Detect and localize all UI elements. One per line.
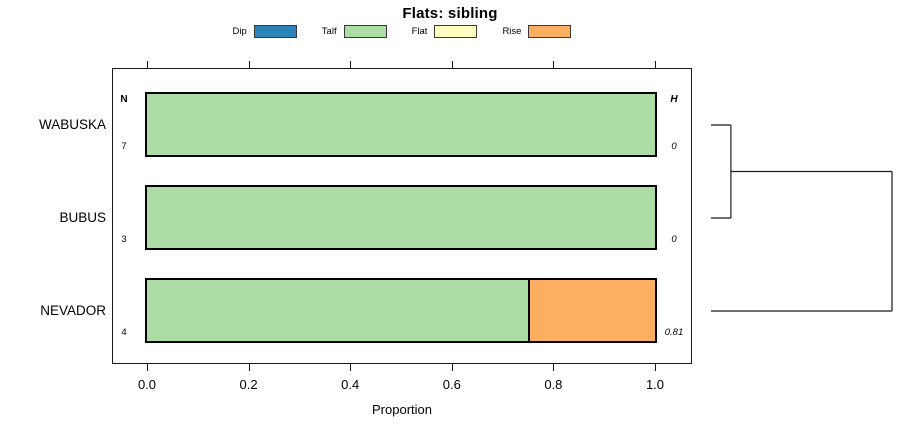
bar-row: [145, 92, 657, 157]
legend-item-rise: Rise: [502, 24, 572, 38]
n-column-header: N: [120, 94, 128, 105]
legend-label: Talf: [321, 25, 337, 37]
category-label: BUBUS: [59, 209, 106, 225]
x-axis-top-tick: [350, 61, 352, 68]
bar-segment-rise: [528, 280, 655, 341]
x-axis-tick-label: 1.0: [645, 377, 665, 392]
x-axis-tick: [655, 364, 656, 371]
x-axis-title: Proportion: [372, 402, 432, 417]
x-axis-top-tick: [553, 61, 555, 68]
h-column-header: H: [670, 94, 678, 105]
n-value: 4: [121, 327, 127, 338]
bar-segment-talf: [147, 280, 528, 341]
bar-row: [145, 278, 657, 343]
legend-label: Dip: [232, 25, 247, 37]
x-axis-top-tick: [655, 61, 656, 68]
h-value: 0: [671, 234, 677, 245]
legend: Dip Talf Flat Rise: [112, 22, 692, 40]
x-axis-tick: [248, 364, 250, 371]
legend-item-dip: Dip: [232, 24, 297, 38]
bar-segment-talf: [147, 94, 655, 155]
x-axis-tick-label: 0.2: [239, 377, 258, 392]
chart-title: Flats: sibling: [402, 5, 498, 22]
x-axis-tick: [350, 364, 352, 371]
x-axis-tick-label: 0.4: [341, 377, 360, 392]
x-axis-tick-label: 0.8: [544, 377, 563, 392]
x-axis-tick-label: 0.6: [442, 377, 461, 392]
legend-swatch-icon: [253, 24, 297, 38]
legend-swatch-icon: [434, 24, 478, 38]
legend-item-flat: Flat: [411, 24, 478, 38]
category-label: WABUSKA: [38, 116, 106, 132]
legend-swatch-icon: [343, 24, 387, 38]
x-axis-top-tick: [248, 61, 250, 68]
n-value: 7: [121, 141, 127, 152]
legend-swatch-icon: [528, 24, 572, 38]
legend-label: Flat: [411, 25, 428, 37]
dendrogram: [711, 124, 893, 312]
category-label: NEVADOR: [40, 302, 106, 318]
bar-row: [145, 185, 657, 250]
legend-label: Rise: [502, 25, 522, 37]
x-axis-tick-label: 0.0: [137, 377, 157, 392]
h-value: 0.81: [664, 327, 684, 338]
x-axis-top-tick: [147, 61, 148, 68]
x-axis-top-tick: [451, 61, 453, 68]
x-axis-tick: [451, 364, 453, 371]
h-value: 0: [671, 141, 677, 152]
legend-item-talf: Talf: [321, 24, 387, 38]
x-axis-tick: [553, 364, 555, 371]
n-value: 3: [121, 234, 127, 245]
x-axis-tick: [147, 364, 148, 371]
bar-segment-talf: [147, 187, 655, 248]
